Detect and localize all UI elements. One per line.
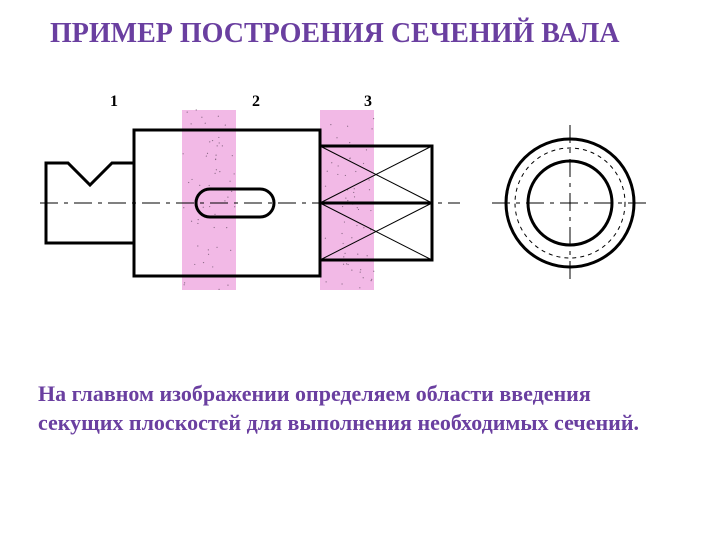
section-label-1: 1: [110, 93, 118, 110]
section-label-2: 2: [252, 93, 260, 110]
diagram-svg: 1 2 3: [40, 90, 680, 290]
caption-text: На главном изображении определяем област…: [38, 380, 678, 437]
page: ПРИМЕР ПОСТРОЕНИЯ СЕЧЕНИЙ ВАЛА 1 2 3 На гл…: [0, 0, 720, 540]
page-title: ПРИМЕР ПОСТРОЕНИЯ СЕЧЕНИЙ ВАЛА: [50, 18, 670, 50]
shaft-section-diagram: 1 2 3: [40, 90, 680, 290]
cutting-plane-1: [182, 110, 236, 290]
cutting-plane-2: [320, 110, 374, 290]
section-label-3: 3: [364, 93, 372, 110]
